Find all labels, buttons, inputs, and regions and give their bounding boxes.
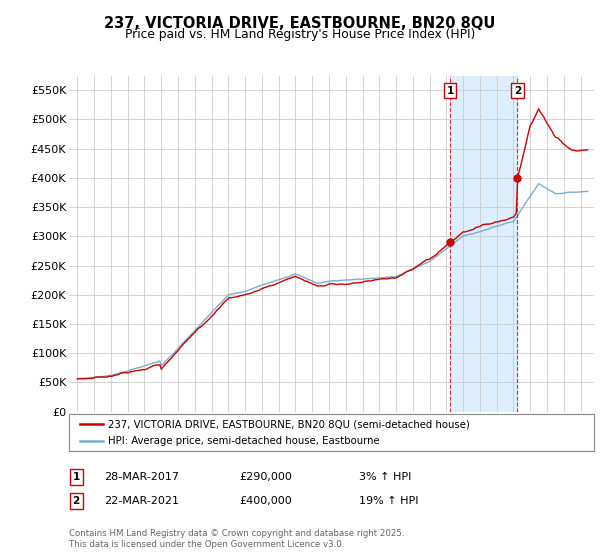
Text: £400,000: £400,000	[239, 496, 292, 506]
Text: Contains HM Land Registry data © Crown copyright and database right 2025.
This d: Contains HM Land Registry data © Crown c…	[69, 529, 404, 549]
Text: HPI: Average price, semi-detached house, Eastbourne: HPI: Average price, semi-detached house,…	[109, 436, 380, 446]
Text: 28-MAR-2017: 28-MAR-2017	[104, 472, 179, 482]
Text: 1: 1	[446, 86, 454, 96]
Text: 19% ↑ HPI: 19% ↑ HPI	[359, 496, 418, 506]
Text: £290,000: £290,000	[239, 472, 292, 482]
Text: 1: 1	[73, 472, 80, 482]
Text: 237, VICTORIA DRIVE, EASTBOURNE, BN20 8QU (semi-detached house): 237, VICTORIA DRIVE, EASTBOURNE, BN20 8Q…	[109, 419, 470, 429]
Text: 3% ↑ HPI: 3% ↑ HPI	[359, 472, 411, 482]
Text: 237, VICTORIA DRIVE, EASTBOURNE, BN20 8QU: 237, VICTORIA DRIVE, EASTBOURNE, BN20 8Q…	[104, 16, 496, 31]
Text: 22-MAR-2021: 22-MAR-2021	[104, 496, 179, 506]
Bar	[450, 76, 517, 412]
Text: 2: 2	[514, 86, 521, 96]
Text: 2: 2	[73, 496, 80, 506]
Text: Price paid vs. HM Land Registry's House Price Index (HPI): Price paid vs. HM Land Registry's House …	[125, 28, 475, 41]
